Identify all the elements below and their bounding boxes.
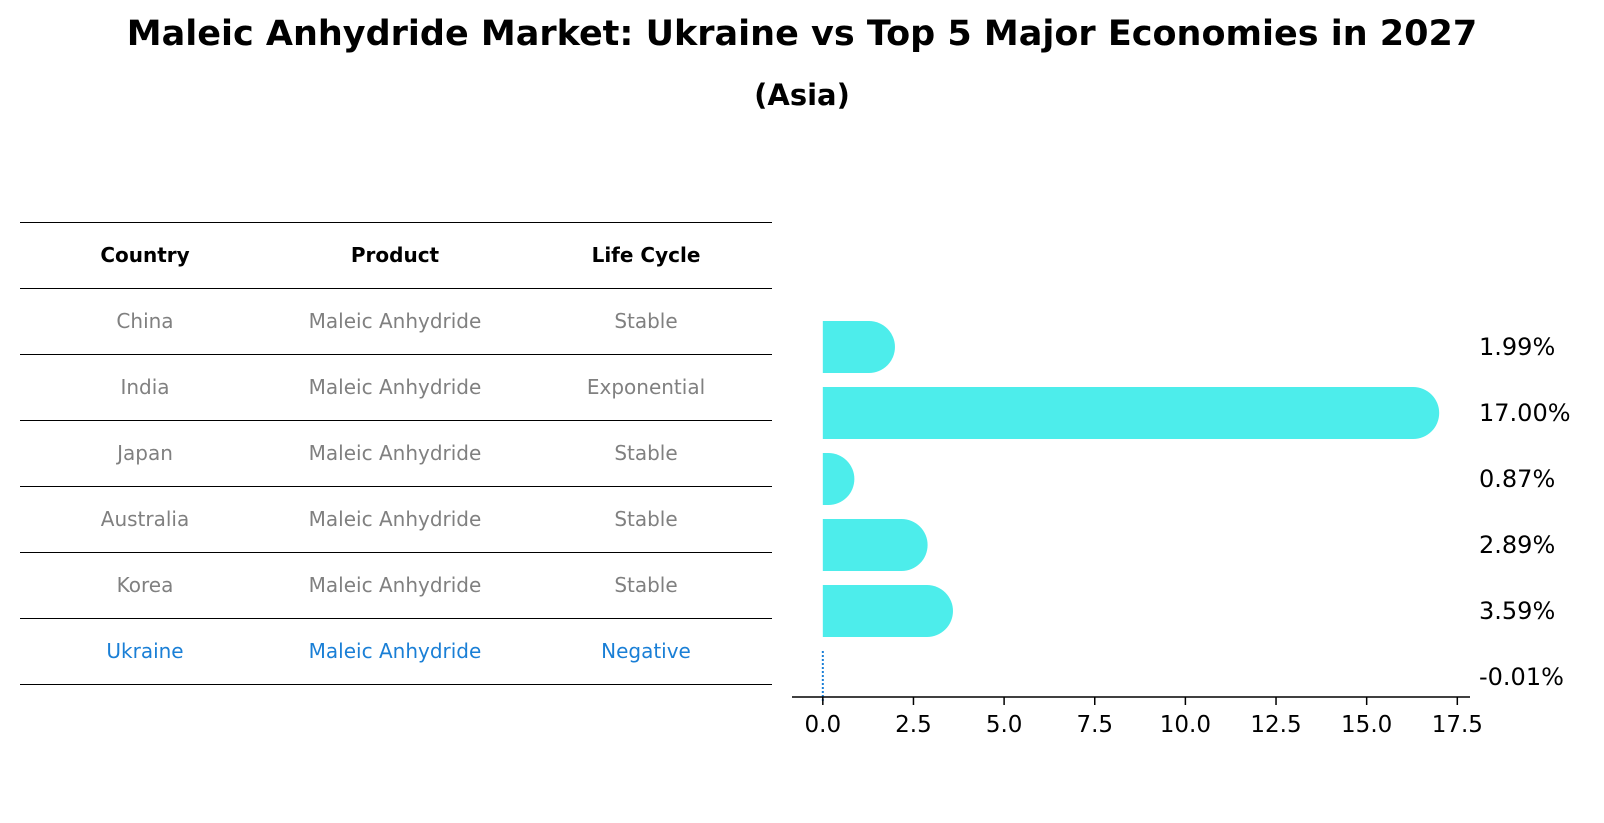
bar-india (822, 387, 1440, 439)
cell-country: India (120, 375, 170, 399)
x-tick-label: 7.5 (1076, 712, 1113, 738)
cell-country: Ukraine (106, 639, 184, 663)
x-tick-label: 15.0 (1341, 712, 1392, 738)
x-tick-label: 17.5 (1432, 712, 1483, 738)
cell-country: Australia (100, 507, 190, 531)
header-product: Product (350, 243, 440, 267)
cell-product: Maleic Anhydride (308, 375, 482, 399)
bar-japan (822, 453, 855, 505)
table-header-row: Country Product Life Cycle (20, 222, 772, 288)
cell-life-cycle: Exponential (586, 375, 706, 399)
table-row: Australia Maleic Anhydride Stable (20, 486, 772, 552)
header-life-cycle: Life Cycle (591, 243, 701, 267)
x-tick-label: 10.0 (1160, 712, 1211, 738)
x-tick-label: 0.0 (805, 712, 842, 738)
x-tick-label: 12.5 (1250, 712, 1301, 738)
value-label: 0.87% (1479, 465, 1555, 493)
value-label: 3.59% (1479, 597, 1555, 625)
x-tick-label: 5.0 (986, 712, 1023, 738)
cell-country: China (116, 309, 174, 333)
value-label: 17.00% (1479, 399, 1571, 427)
chart-title: Maleic Anhydride Market: Ukraine vs Top … (126, 14, 1478, 54)
value-label: -0.01% (1479, 663, 1564, 691)
x-tick-label: 2.5 (895, 712, 932, 738)
cell-country: Korea (116, 573, 174, 597)
table-row: Korea Maleic Anhydride Stable (20, 552, 772, 618)
cell-life-cycle: Stable (614, 573, 678, 597)
country-table: Country Product Life Cycle China Maleic … (20, 222, 772, 685)
chart-subtitle: (Asia) (754, 78, 850, 112)
cell-country: Japan (117, 441, 173, 465)
cell-product: Maleic Anhydride (308, 573, 482, 597)
cell-product: Maleic Anhydride (308, 309, 482, 333)
table-row: China Maleic Anhydride Stable (20, 288, 772, 354)
bar-china (822, 321, 895, 373)
cell-life-cycle: Stable (614, 309, 678, 333)
cell-life-cycle: Negative (601, 639, 691, 663)
table-row-highlighted: Ukraine Maleic Anhydride Negative (20, 618, 772, 685)
table-row: Japan Maleic Anhydride Stable (20, 420, 772, 486)
header-country: Country (100, 243, 190, 267)
cell-product: Maleic Anhydride (308, 639, 482, 663)
cell-product: Maleic Anhydride (308, 441, 482, 465)
bar-korea (822, 585, 953, 637)
value-label: 2.89% (1479, 531, 1555, 559)
cell-life-cycle: Stable (614, 441, 678, 465)
table-row: India Maleic Anhydride Exponential (20, 354, 772, 420)
cell-life-cycle: Stable (614, 507, 678, 531)
cell-product: Maleic Anhydride (308, 507, 482, 531)
bar-australia (822, 519, 928, 571)
value-label: 1.99% (1479, 333, 1555, 361)
